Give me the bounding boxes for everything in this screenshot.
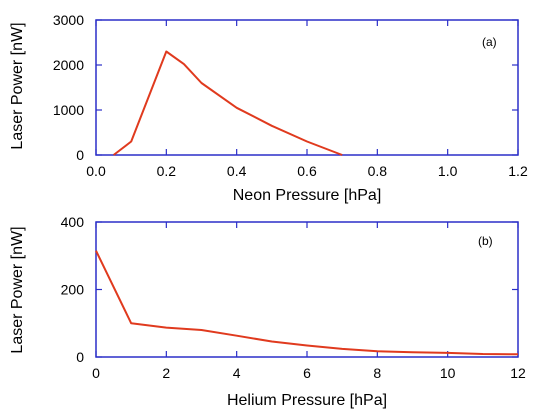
- y-tick-label: 1000: [53, 102, 84, 118]
- y-tick-label: 400: [61, 214, 85, 230]
- y-tick-label: 200: [61, 282, 85, 298]
- x-tick-label: 1.0: [438, 163, 458, 179]
- y-tick-label: 0: [76, 349, 84, 365]
- x-tick-label: 10: [440, 365, 456, 381]
- series-line: [95, 250, 519, 356]
- x-tick-label: 4: [233, 365, 241, 381]
- y-tick-label: 0: [76, 147, 84, 163]
- x-tick-label: 12: [510, 365, 526, 381]
- x-tick-label: 6: [303, 365, 311, 381]
- panel-label: (a): [482, 35, 497, 49]
- x-tick-label: 8: [373, 365, 381, 381]
- x-tick-label: 0.6: [297, 163, 317, 179]
- x-tick-label: 0.2: [157, 163, 177, 179]
- plot-frame: [95, 19, 519, 156]
- chart-panel-a: Laser Power [nW] Neon Pressure [hPa] (a)…: [9, 12, 528, 204]
- panel-label: (b): [478, 234, 493, 248]
- x-tick-label: 0.0: [86, 163, 106, 179]
- series-line: [112, 50, 343, 156]
- plot-frame: [95, 221, 519, 358]
- y-axis-title: Laser Power [nW]: [9, 226, 26, 353]
- x-tick-label: 2: [162, 365, 170, 381]
- x-axis-title: Neon Pressure [hPa]: [233, 187, 382, 204]
- y-tick-label: 3000: [53, 12, 84, 28]
- y-axis-title: Laser Power [nW]: [9, 22, 26, 149]
- x-tick-label: 0.4: [227, 163, 247, 179]
- x-tick-label: 0: [92, 365, 100, 381]
- y-tick-label: 2000: [53, 57, 84, 73]
- chart-panel-b: Laser Power [nW] Helium Pressure [hPa] (…: [9, 214, 526, 409]
- x-axis-title: Helium Pressure [hPa]: [227, 392, 387, 409]
- x-tick-label: 0.8: [368, 163, 388, 179]
- x-tick-label: 1.2: [508, 163, 528, 179]
